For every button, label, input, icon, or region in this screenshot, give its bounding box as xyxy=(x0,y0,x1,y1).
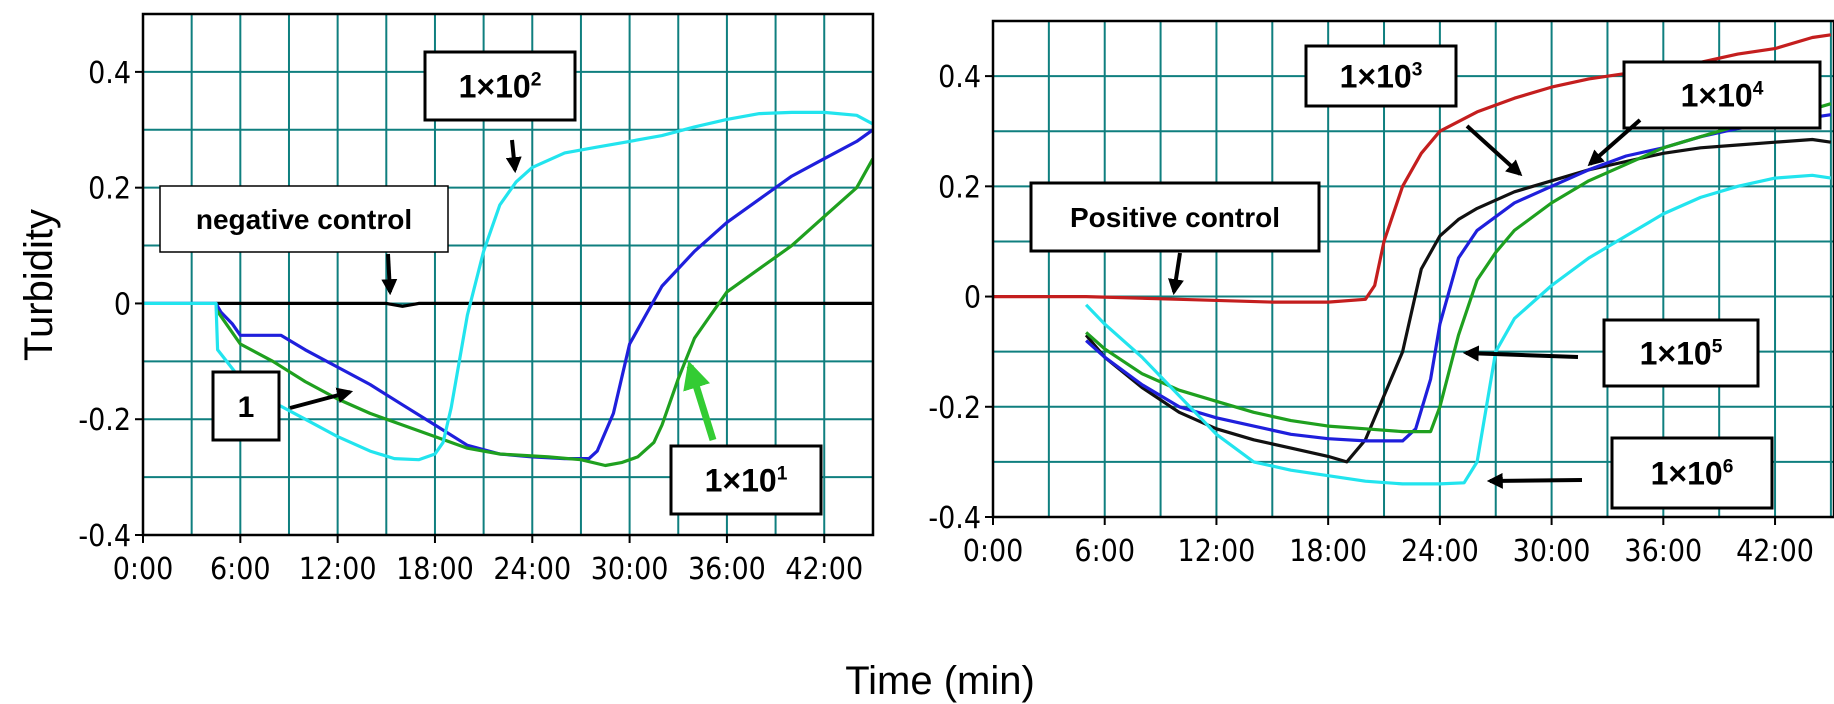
annotation-box: Positive control xyxy=(1029,181,1321,253)
annotation-arrow xyxy=(381,253,398,296)
annotation-arrow xyxy=(1587,118,1642,167)
x-tick-label: 0:00 xyxy=(113,552,174,587)
y-tick-label: -0.2 xyxy=(78,403,131,438)
annotation-label: 1×104 xyxy=(1681,78,1764,114)
x-tick-label: 12:00 xyxy=(1178,534,1256,569)
series-line-0 xyxy=(993,33,1832,304)
x-tick-label: 24:00 xyxy=(493,552,571,587)
y-tick-label: 0.2 xyxy=(88,172,131,207)
x-axis-title: Time (min) xyxy=(845,659,1035,703)
annotation-arrow xyxy=(289,387,354,410)
annotation-label: Positive control xyxy=(1070,202,1280,233)
series-group xyxy=(143,110,873,468)
annotation-label: 1×105 xyxy=(1640,336,1723,372)
x-tick-label: 18:00 xyxy=(396,552,474,587)
annotation-label: 1×102 xyxy=(459,69,542,105)
annotation-label: 1×101 xyxy=(705,463,788,499)
annotation-label: 1×103 xyxy=(1340,59,1423,95)
annotation-arrow xyxy=(1465,124,1523,177)
x-tick-label: 30:00 xyxy=(1513,534,1591,569)
annotation-box: 1×104 xyxy=(1622,60,1822,130)
x-tick-label: 12:00 xyxy=(299,552,377,587)
y-tick-label: -0.4 xyxy=(78,519,131,554)
y-tick-label: -0.2 xyxy=(928,391,981,426)
x-tick-label: 0:00 xyxy=(963,534,1024,569)
plot-frame xyxy=(991,19,1834,519)
annotation-label: negative control xyxy=(196,204,412,235)
annotation-arrow xyxy=(1462,345,1579,362)
annotation-box: negative control xyxy=(159,185,449,253)
y-tick-label: 0 xyxy=(964,281,981,316)
plot-frame xyxy=(141,12,875,537)
annotation-box: 1×103 xyxy=(1304,44,1458,108)
x-tick-label: 6:00 xyxy=(210,552,271,587)
annotation-arrow xyxy=(683,360,717,442)
series-line-2 xyxy=(214,157,873,468)
series-line-4 xyxy=(1084,173,1832,486)
annotation-label: 1×106 xyxy=(1651,456,1734,492)
y-tick-label: 0.4 xyxy=(88,56,131,91)
annotation-arrow xyxy=(1486,472,1583,489)
annotation-box: 1×102 xyxy=(423,50,577,122)
x-tick-label: 6:00 xyxy=(1074,534,1135,569)
y-axis-title: Turbidity xyxy=(17,209,61,361)
annotation-box: 1 xyxy=(211,370,281,442)
series-line-1 xyxy=(1084,137,1832,464)
x-tick-label: 36:00 xyxy=(688,552,766,587)
annotation-arrow xyxy=(505,139,522,174)
series-line-3 xyxy=(1085,102,1832,434)
x-tick-label: 30:00 xyxy=(591,552,669,587)
x-tick-label: 42:00 xyxy=(1736,534,1814,569)
x-tick-label: 42:00 xyxy=(785,552,863,587)
x-tick-label: 18:00 xyxy=(1289,534,1367,569)
y-tick-label: 0 xyxy=(114,287,131,322)
series-group xyxy=(993,33,1832,486)
x-tick-label: 24:00 xyxy=(1401,534,1479,569)
annotation-box: 1×101 xyxy=(669,444,823,516)
annotation-label: 1 xyxy=(238,391,255,424)
y-tick-label: 0.2 xyxy=(938,170,981,205)
series-line-0 xyxy=(216,301,873,308)
annotations: negative control 1 1×102 1×101 Positive cont… xyxy=(159,44,1822,516)
y-tick-label: -0.4 xyxy=(928,501,981,536)
annotation-box: 1×106 xyxy=(1610,436,1774,510)
series-line-3 xyxy=(143,110,873,462)
annotation-arrow xyxy=(1168,252,1184,296)
x-tick-label: 36:00 xyxy=(1624,534,1702,569)
annotation-box: 1×105 xyxy=(1602,318,1760,388)
y-tick-label: 0.4 xyxy=(938,60,981,95)
